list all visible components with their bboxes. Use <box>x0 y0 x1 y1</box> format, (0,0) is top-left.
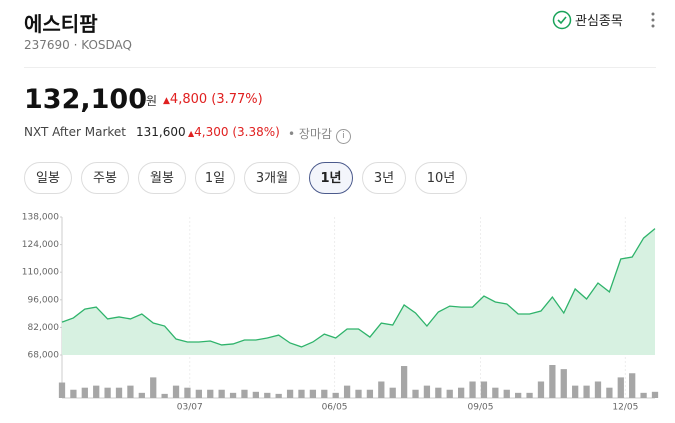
volume-bar <box>526 392 533 398</box>
x-tick-label: 06/05 <box>322 403 348 413</box>
after-status: • 장마감 i <box>288 125 351 144</box>
volume-bar <box>309 389 317 398</box>
y-tick-label: 82,000 <box>28 323 60 333</box>
period-tab[interactable]: 주봉 <box>81 162 129 194</box>
change-text: 4,800 (3.77%) <box>169 92 263 107</box>
volume-bar <box>366 389 374 398</box>
volume-bar <box>58 382 66 398</box>
volume-bar <box>264 392 271 398</box>
volume-bar <box>594 381 602 398</box>
volume-bar <box>127 385 134 398</box>
volume-bar <box>161 393 168 398</box>
volume-bar <box>218 389 225 398</box>
volume-bar <box>606 387 613 398</box>
volume-bar <box>81 387 88 398</box>
volume-bar <box>321 389 328 398</box>
volume-bar <box>207 389 214 398</box>
check-icon[interactable] <box>552 10 572 30</box>
volume-bar <box>298 389 305 398</box>
volume-bar <box>640 392 647 398</box>
volume-bar <box>115 387 123 398</box>
volume-bar <box>400 366 408 398</box>
volume-bar <box>469 381 476 398</box>
area-fill <box>62 228 655 355</box>
y-tick-label: 110,000 <box>22 268 59 278</box>
period-tab[interactable]: 10년 <box>415 162 467 194</box>
volume-bar <box>480 381 488 398</box>
volume-bar <box>446 389 453 398</box>
after-change: ▲4,300 (3.38%) <box>188 125 280 139</box>
volume-bar <box>195 389 202 398</box>
price-unit: 원 <box>146 94 158 108</box>
x-tick-label: 09/05 <box>468 403 494 413</box>
volume-bar <box>93 385 100 398</box>
volume-bar <box>389 387 396 398</box>
volume-bar <box>503 389 510 398</box>
volume-bar <box>549 365 556 398</box>
volume-bar <box>537 381 545 398</box>
status-text: 장마감 <box>298 127 333 141</box>
after-price: 131,600 <box>136 125 186 139</box>
volume-bar <box>492 387 499 398</box>
volume-bar <box>651 391 659 398</box>
volume-bar <box>629 373 636 398</box>
y-tick-label: 138,000 <box>22 213 59 223</box>
after-change-text: 4,300 (3.38%) <box>194 125 280 139</box>
period-tab[interactable]: 3년 <box>362 162 406 194</box>
price: 132,100 <box>24 84 147 115</box>
volume-bar <box>378 381 385 398</box>
volume-bar <box>457 387 465 398</box>
volume-bar <box>332 392 339 398</box>
volume-bar <box>583 385 590 398</box>
volume-bar <box>172 385 180 398</box>
volume-bar <box>435 387 442 398</box>
period-tab[interactable]: 월봉 <box>138 162 186 194</box>
volume-bar <box>572 385 579 398</box>
volume-bar <box>229 392 237 398</box>
y-tick-label: 68,000 <box>28 351 60 361</box>
volume-bar <box>515 392 522 398</box>
volume-bar <box>184 387 191 398</box>
volume-bar <box>355 389 362 398</box>
period-tab[interactable]: 1일 <box>195 162 235 194</box>
divider <box>24 67 656 68</box>
volume-bar <box>275 393 282 398</box>
watch-button[interactable]: 관심종목 <box>575 14 623 29</box>
volume-bar <box>617 377 624 398</box>
volume-bar <box>104 387 111 398</box>
volume-bar <box>560 369 567 398</box>
volume-bar <box>138 392 145 398</box>
more-menu[interactable] <box>648 11 658 29</box>
volume-bar <box>70 389 77 398</box>
period-tab[interactable]: 1년 <box>309 162 353 194</box>
x-tick-label: 03/07 <box>177 403 203 413</box>
stock-name: 에스티팜 <box>24 12 98 36</box>
volume-bar <box>252 391 260 398</box>
volume-bar <box>412 389 419 398</box>
chart: 68,000 82,000 96,000 110,000 124,000 138,000 0… <box>22 213 659 413</box>
stock-code: 237690 · KOSDAQ <box>24 38 132 52</box>
y-tick-label: 124,000 <box>22 240 59 250</box>
volume-bar <box>286 389 294 398</box>
volume-bar <box>241 389 248 398</box>
price-line <box>61 228 656 348</box>
volume-bar <box>150 377 157 398</box>
after-label: NXT After Market <box>24 125 127 139</box>
period-tab[interactable]: 3개월 <box>244 162 300 194</box>
volume-bar <box>343 385 351 398</box>
y-tick-label: 96,000 <box>28 295 60 305</box>
price-change: ▲4,800 (3.77%) <box>163 92 263 107</box>
volume-bar <box>423 385 431 398</box>
x-tick-label: 12/05 <box>612 403 638 413</box>
period-tab[interactable]: 일봉 <box>24 162 72 194</box>
